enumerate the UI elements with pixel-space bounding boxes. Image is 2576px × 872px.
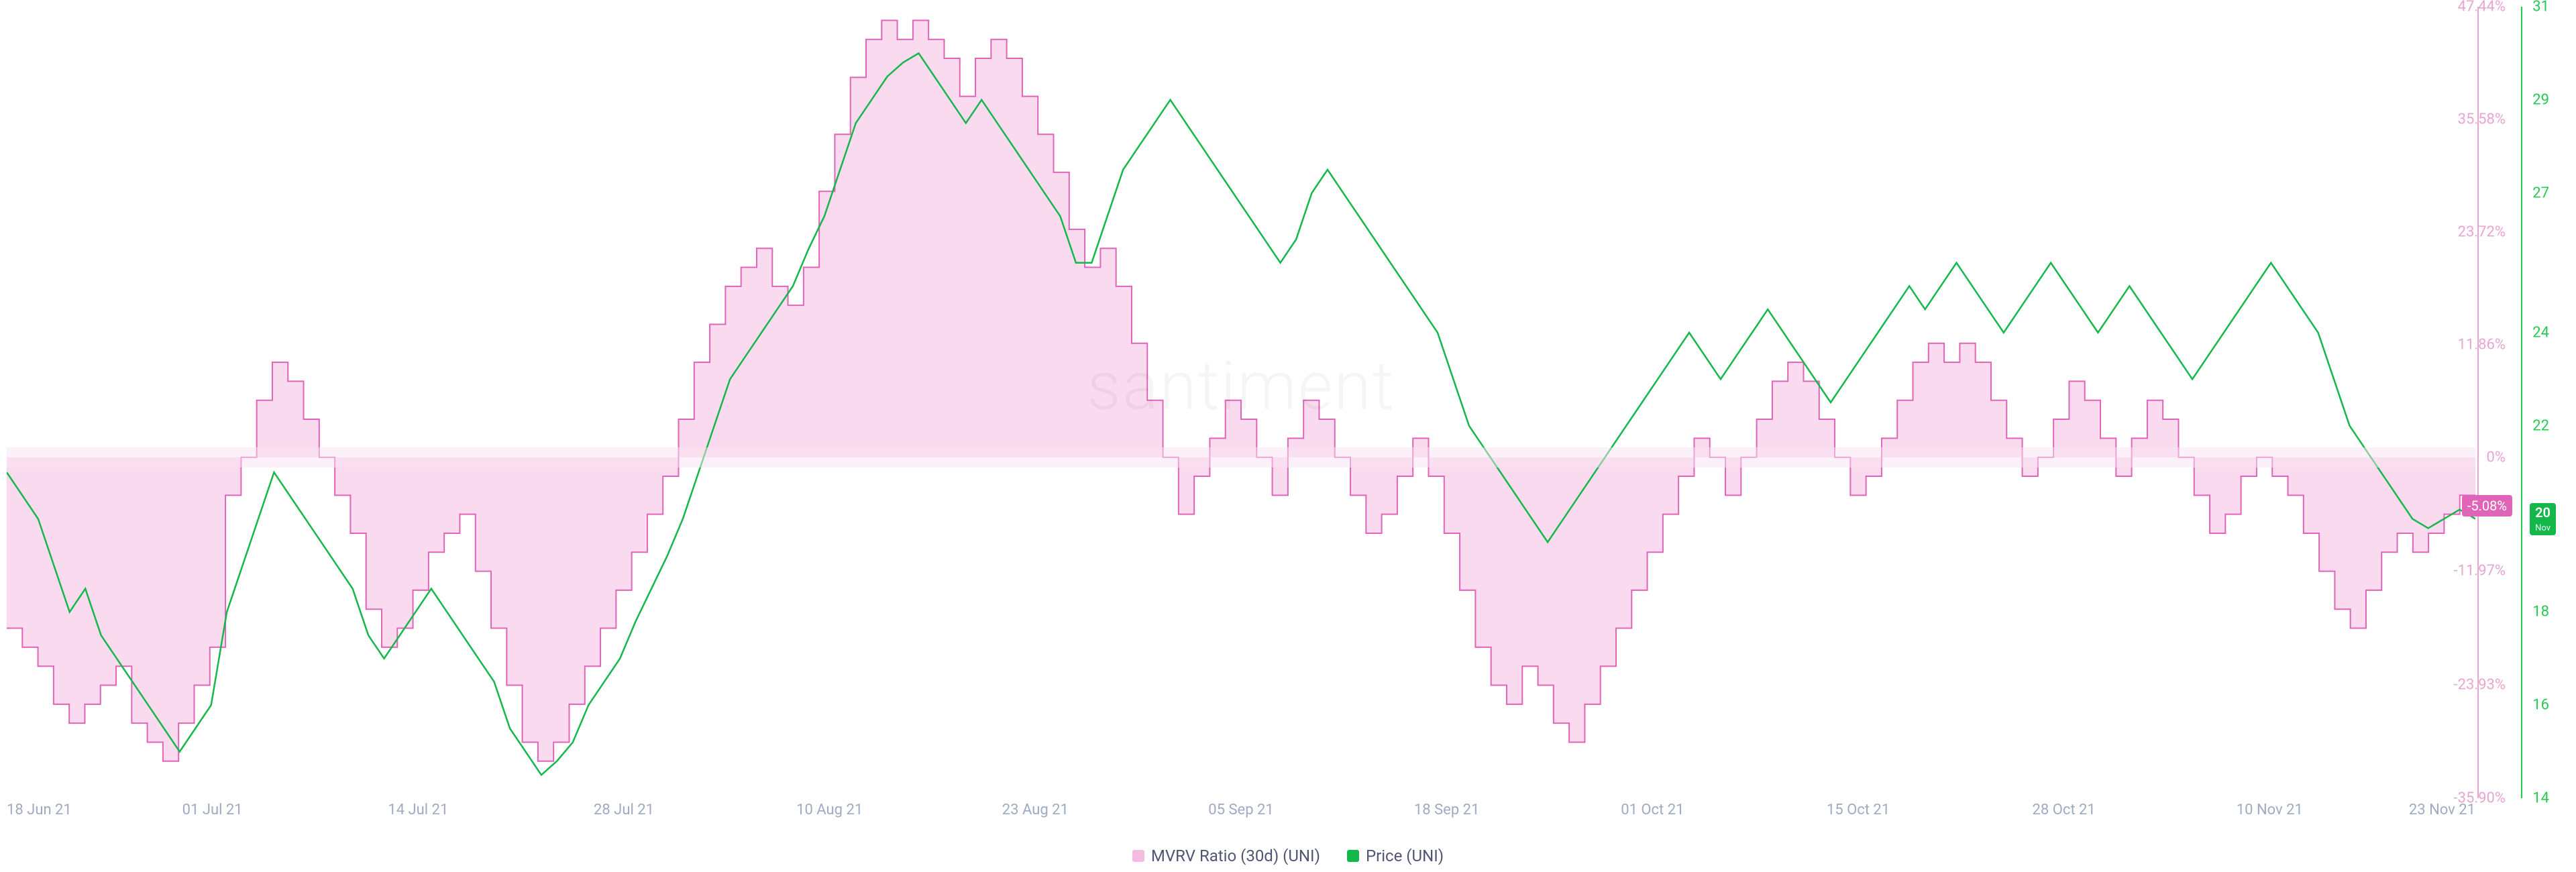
legend-label-mvrv: MVRV Ratio (30d) (UNI)	[1151, 847, 1320, 865]
current-value-badge-price: 20 Nov	[2530, 503, 2556, 535]
y-tick-mvrv: 23.72%	[2458, 223, 2506, 240]
y-tick-price: 22	[2532, 417, 2549, 434]
current-price-sublabel: Nov	[2535, 523, 2551, 533]
current-mvrv-label: -5.08%	[2467, 498, 2507, 514]
y-axis-mvrv: 47.44%35.58%23.72%11.86%0%-11.97%-23.93%…	[2452, 7, 2506, 798]
mvrv-line	[7, 20, 2475, 761]
x-tick: 23 Aug 21	[1002, 802, 1069, 818]
y-tick-mvrv: 35.58%	[2458, 111, 2506, 127]
y-tick-mvrv: 11.86%	[2458, 336, 2506, 353]
current-value-badge-mvrv: -5.08%	[2462, 495, 2512, 516]
y-tick-price: 31	[2532, 0, 2549, 15]
y-tick-price: 27	[2532, 184, 2549, 201]
x-tick: 10 Aug 21	[796, 802, 863, 818]
x-axis: 18 Jun 21 01 Jul 21 14 Jul 21 28 Jul 21 10 A…	[7, 802, 2475, 818]
y-tick-mvrv: 0%	[2487, 449, 2506, 466]
y-tick-price: 18	[2532, 604, 2549, 620]
x-tick: 01 Jul 21	[182, 802, 243, 818]
legend-label-price: Price (UNI)	[1366, 847, 1444, 865]
legend-swatch-price	[1347, 850, 1359, 862]
x-tick: 01 Oct 21	[1621, 802, 1684, 818]
zero-reference-band	[7, 447, 2475, 468]
y-tick-price: 16	[2532, 697, 2549, 714]
y-tick-mvrv: 47.44%	[2458, 0, 2506, 15]
chart-svg	[7, 7, 2475, 798]
x-tick: 28 Oct 21	[2033, 802, 2096, 818]
y-tick-price: 24	[2532, 324, 2549, 341]
y-tick-mvrv: -11.97%	[2454, 563, 2506, 580]
y-tick-mvrv: -23.93%	[2454, 676, 2506, 693]
legend-item-price[interactable]: Price (UNI)	[1347, 847, 1444, 865]
x-tick: 18 Sep 21	[1414, 802, 1479, 818]
x-tick: 10 Nov 21	[2237, 802, 2303, 818]
y-tick-price: 29	[2532, 91, 2549, 108]
legend-swatch-mvrv	[1132, 850, 1144, 862]
mvrv-area-fill	[7, 20, 2475, 761]
x-tick: 23 Nov 21	[2409, 802, 2475, 818]
x-tick: 28 Jul 21	[594, 802, 654, 818]
chart-container: santiment 47.44% 35.58% 23.72% 11.86% 0% -11.…	[0, 0, 2576, 872]
x-tick: 15 Oct 21	[1827, 802, 1890, 818]
x-tick: 18 Jun 21	[7, 802, 72, 818]
current-price-label: 20	[2535, 504, 2551, 521]
legend-item-mvrv[interactable]: MVRV Ratio (30d) (UNI)	[1132, 847, 1320, 865]
x-tick: 05 Sep 21	[1208, 802, 1273, 818]
y-axis-price: 312927242220181614	[2522, 7, 2549, 798]
legend: MVRV Ratio (30d) (UNI) Price (UNI)	[0, 847, 2576, 865]
y-tick-price: 14	[2532, 790, 2549, 807]
plot-area[interactable]: santiment	[7, 7, 2475, 798]
x-tick: 14 Jul 21	[388, 802, 448, 818]
